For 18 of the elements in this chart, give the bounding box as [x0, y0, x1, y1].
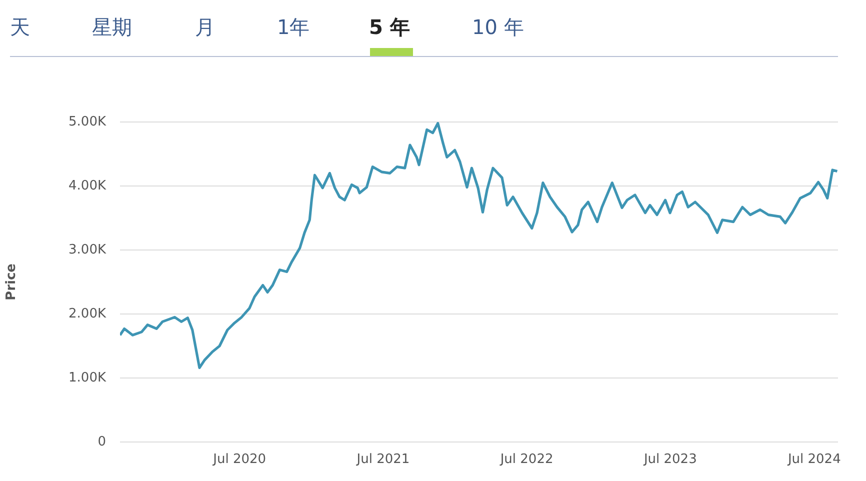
text: 5 年	[369, 14, 410, 40]
y-tick-label: 1.00K	[68, 370, 106, 386]
x-tick-label: Jul 2020	[212, 452, 266, 468]
y-axis-title: Price	[4, 263, 20, 300]
x-tick-label: Jul 2024	[786, 452, 841, 468]
text: 天	[10, 14, 30, 40]
x-tick-label: Jul 2022	[499, 452, 554, 468]
y-tick-label: 3.00K	[68, 242, 106, 258]
y-tick-label: 2.00K	[68, 306, 106, 322]
y-tick-label: 0	[98, 434, 106, 450]
y-tick-label: 4.00K	[68, 178, 106, 194]
text: 月	[195, 14, 215, 40]
text: 星期	[92, 14, 132, 40]
y-tick-label: 5.00K	[68, 114, 106, 130]
x-tick-label: Jul 2023	[642, 452, 697, 468]
text: 1年	[277, 14, 310, 40]
text: 10 年	[472, 14, 524, 40]
x-tick-label: Jul 2021	[356, 452, 410, 468]
